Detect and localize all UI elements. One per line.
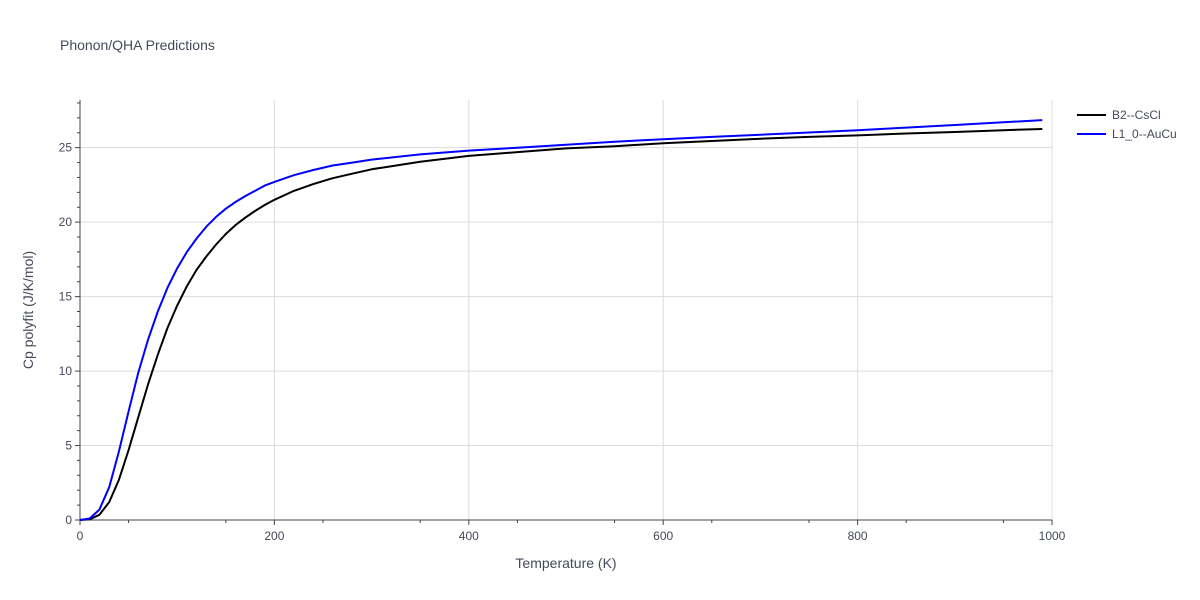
legend-item-0[interactable]: B2--CsCl bbox=[1077, 108, 1161, 122]
y-tick-label: 10 bbox=[59, 364, 73, 378]
legend-label: B2--CsCl bbox=[1112, 108, 1161, 122]
x-tick-label: 200 bbox=[264, 529, 284, 543]
x-tick-label: 800 bbox=[848, 529, 868, 543]
x-tick-label: 400 bbox=[459, 529, 479, 543]
x-tick-label: 0 bbox=[77, 529, 84, 543]
y-tick-label: 5 bbox=[65, 439, 72, 453]
legend-label: L1_0--AuCu bbox=[1112, 127, 1177, 141]
series-line-1 bbox=[79, 119, 1043, 521]
y-tick-label: 15 bbox=[59, 290, 73, 304]
series-layer bbox=[79, 119, 1043, 521]
y-axis-title: Cp polyfit (J/K/mol) bbox=[20, 251, 36, 369]
chart-title: Phonon/QHA Predictions bbox=[60, 37, 215, 53]
x-tick-label: 600 bbox=[653, 529, 673, 543]
axes: 0 200 400 600 800 1000 0 5 10 15 20 25 bbox=[59, 100, 1066, 543]
y-tick-label: 0 bbox=[65, 513, 72, 527]
x-tick-label: 1000 bbox=[1039, 529, 1066, 543]
series-line-0 bbox=[79, 128, 1043, 521]
y-tick-label: 25 bbox=[59, 141, 73, 155]
legend[interactable]: B2--CsCl L1_0--AuCu bbox=[1077, 108, 1177, 141]
legend-item-1[interactable]: L1_0--AuCu bbox=[1077, 127, 1177, 141]
x-axis-title: Temperature (K) bbox=[515, 555, 616, 571]
y-tick-label: 20 bbox=[59, 215, 73, 229]
